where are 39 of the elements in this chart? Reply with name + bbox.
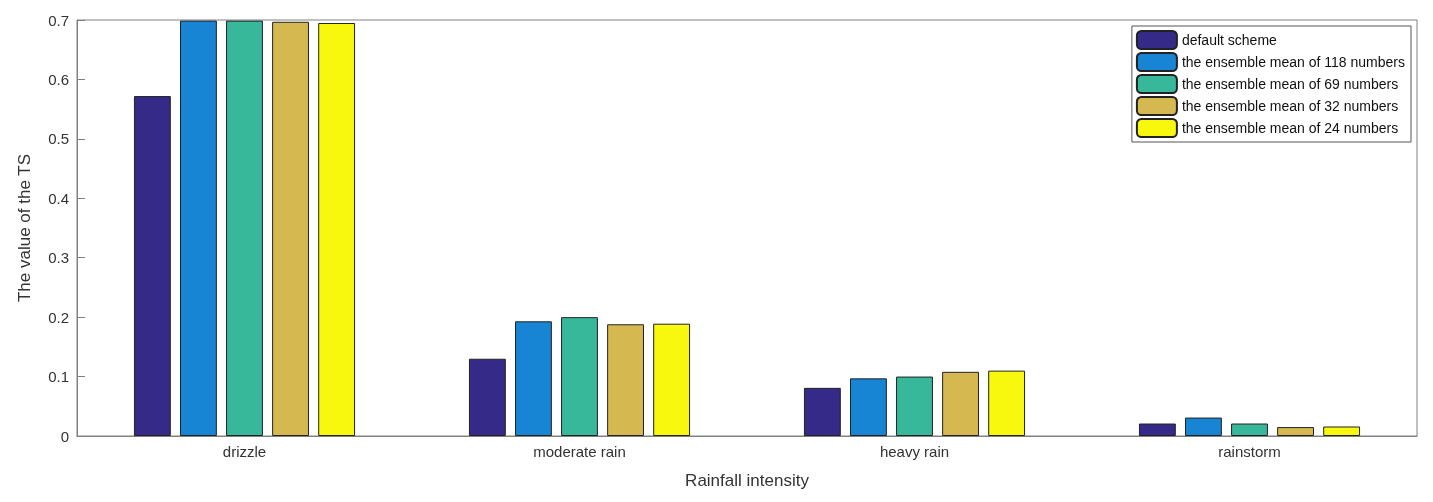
x-tick-label: drizzle — [222, 443, 267, 460]
bar — [942, 371, 979, 436]
bar — [133, 96, 171, 436]
y-tick-label: 0.4 — [48, 189, 69, 207]
x-tick-label: heavy rain — [879, 443, 950, 460]
bar — [1277, 427, 1314, 436]
y-tick-label: 0.6 — [48, 70, 69, 88]
bar — [607, 324, 644, 436]
legend-label: the ensemble mean of 118 numbers — [1181, 54, 1406, 70]
bar — [1231, 423, 1268, 436]
x-tick-label: rainstorm — [1218, 443, 1281, 460]
y-tick-label: 0.2 — [48, 308, 69, 326]
y-tick-label: 0.3 — [48, 249, 69, 267]
bar — [272, 21, 309, 436]
legend-label: the ensemble mean of 69 numbers — [1181, 76, 1399, 92]
bar — [561, 317, 598, 436]
bar — [468, 358, 506, 436]
bar — [226, 20, 263, 436]
legend-label: the ensemble mean of 24 numbers — [1181, 120, 1399, 136]
bar — [318, 22, 356, 436]
bar — [896, 376, 933, 436]
x-axis-title: Rainfall intensity — [685, 471, 810, 490]
y-tick-label: 0 — [60, 427, 69, 445]
legend-label: default scheme — [1181, 32, 1278, 48]
bar — [803, 387, 841, 436]
legend-label: the ensemble mean of 32 numbers — [1181, 98, 1399, 114]
bar — [1323, 426, 1361, 436]
y-tick-label: 0.5 — [48, 130, 69, 148]
bar — [1138, 423, 1176, 436]
bar — [515, 321, 552, 436]
bar — [1185, 417, 1222, 436]
bar — [653, 323, 691, 436]
bar — [850, 378, 887, 436]
y-tick-label: 0.1 — [48, 368, 69, 386]
bar — [180, 20, 217, 436]
y-tick-label: 0.7 — [48, 11, 69, 29]
x-tick-label: moderate rain — [533, 443, 626, 460]
bar — [988, 370, 1026, 436]
y-axis-title: The value of the TS — [15, 153, 34, 303]
